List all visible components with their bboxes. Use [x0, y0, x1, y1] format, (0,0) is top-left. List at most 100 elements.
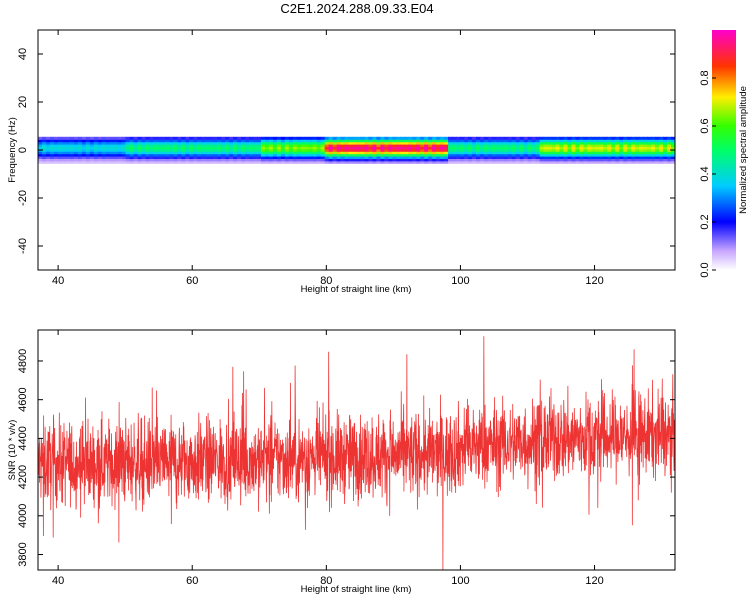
spectrogram-cell: [209, 151, 214, 155]
spectrogram-cell: [280, 144, 286, 147]
spectrogram-cell: [121, 158, 127, 162]
spectrogram-cell: [535, 139, 541, 143]
spectrogram-cell: [499, 136, 505, 140]
spectrogram-cell: [456, 141, 461, 145]
spectrogram-cell: [300, 148, 306, 152]
spectrogram-cell: [117, 141, 123, 145]
spectrogram-cell: [503, 153, 509, 157]
spectrogram-cell: [671, 139, 675, 143]
spectrogram-cell: [49, 136, 55, 140]
spectrogram-cell: [125, 144, 131, 147]
spectrogram-cell: [571, 160, 577, 164]
spectrogram-cell: [623, 158, 628, 162]
spectrogram-cell: [49, 151, 55, 155]
spectrogram-cell: [416, 144, 421, 147]
spectrogram-cell: [639, 158, 644, 162]
spectrogram-cell: [587, 151, 592, 155]
spectrogram-cell: [73, 148, 79, 152]
spectrogram-cell: [272, 136, 278, 140]
spectrogram-cell: [619, 146, 624, 150]
spectrogram-cell: [567, 136, 573, 140]
spectrogram-cell: [300, 139, 306, 143]
spectrogram-cell: [595, 156, 600, 159]
spectrogram-cell: [276, 151, 282, 155]
spectrogram-cell: [627, 136, 632, 140]
spectrogram-cell: [276, 144, 282, 147]
spectrogram-cell: [249, 141, 254, 145]
spectrogram-cell: [579, 156, 585, 159]
spectrogram-cell: [352, 139, 358, 143]
spectrogram-cell: [471, 160, 477, 164]
spectrogram-cell: [189, 141, 194, 145]
spectrogram-cell: [471, 136, 477, 140]
spectrogram-cell: [352, 151, 358, 155]
spectrogram-cell: [575, 144, 581, 147]
spectrogram-cell: [81, 141, 87, 145]
spectrogram-cell: [635, 158, 640, 162]
spectrogram-cell: [432, 139, 437, 143]
spectrogram-cell: [157, 156, 163, 159]
spectrogram-cell: [440, 160, 445, 164]
spectrogram-cell: [245, 158, 250, 162]
spectrogram-cell: [599, 136, 604, 140]
spectrogram-cell: [332, 144, 338, 147]
spectrogram-cell: [667, 141, 672, 145]
spectrogram-cell: [165, 144, 170, 147]
spectrogram-cell: [599, 148, 604, 152]
spectrogram-cell: [332, 141, 338, 145]
spectrogram-cell: [567, 146, 573, 150]
spectrogram-cell: [197, 158, 202, 162]
spectrogram-cell: [503, 160, 509, 164]
spectrogram-cell: [101, 141, 107, 145]
spectrogram-cell: [109, 151, 115, 155]
snr-ylabel: SNR (10 * v/v): [7, 420, 18, 481]
spectrogram-cell: [663, 148, 668, 152]
spectrogram-cell: [125, 139, 131, 143]
spectrogram-cell: [471, 151, 477, 155]
spectrogram-cell: [340, 141, 346, 145]
spectrogram-cell: [531, 156, 537, 159]
spectrogram-cell: [189, 158, 194, 162]
spectrogram-cell: [531, 160, 537, 164]
spectrogram-cell: [169, 151, 174, 155]
spectrogram-cell: [487, 153, 493, 157]
spectrogram-cell: [523, 144, 529, 147]
spectrogram-cell: [252, 139, 258, 143]
spectrogram-cell: [197, 139, 202, 143]
spectrogram-cell: [448, 136, 453, 140]
spectrogram-cell: [137, 160, 143, 164]
spectrogram-cell: [109, 141, 115, 145]
spectrogram-cell: [372, 156, 378, 159]
spectrogram-cell: [615, 153, 620, 157]
spectrogram-cell: [304, 151, 310, 155]
spectrogram-cell: [336, 160, 342, 164]
spectrogram-cell: [571, 141, 577, 145]
spectrogram-cell: [189, 148, 194, 152]
spectrogram-cell: [583, 160, 589, 164]
spectrogram-cell: [364, 144, 370, 147]
spectrogram-cell: [113, 144, 119, 147]
spectrogram-cell: [619, 160, 624, 164]
spectrogram-cell: [663, 146, 668, 150]
spectrogram-cell: [543, 158, 549, 162]
spectrogram-cell: [372, 160, 378, 164]
spectrogram-cell: [73, 139, 79, 143]
spectrogram-cell: [352, 144, 358, 147]
spectrogram-cell: [436, 151, 441, 155]
spectrogram-cell: [181, 158, 186, 162]
spectrogram-cell: [157, 148, 163, 152]
spectrogram-cell: [527, 158, 533, 162]
spectrogram-cell: [284, 141, 290, 145]
spectrogram-cell: [260, 160, 266, 164]
spectrogram-cell: [129, 141, 135, 145]
spectrogram-cell: [217, 153, 222, 157]
spectrogram-cell: [276, 160, 282, 164]
spectrogram-cell: [420, 146, 425, 150]
spectrogram-cell: [559, 160, 565, 164]
spectrogram-cell: [177, 160, 182, 164]
spectrogram-cell: [284, 139, 290, 143]
spectrogram-cell: [376, 139, 381, 143]
spectrogram-cell: [225, 156, 230, 159]
spectrogram-cell: [117, 151, 123, 155]
spectrogram-cell: [623, 151, 628, 155]
